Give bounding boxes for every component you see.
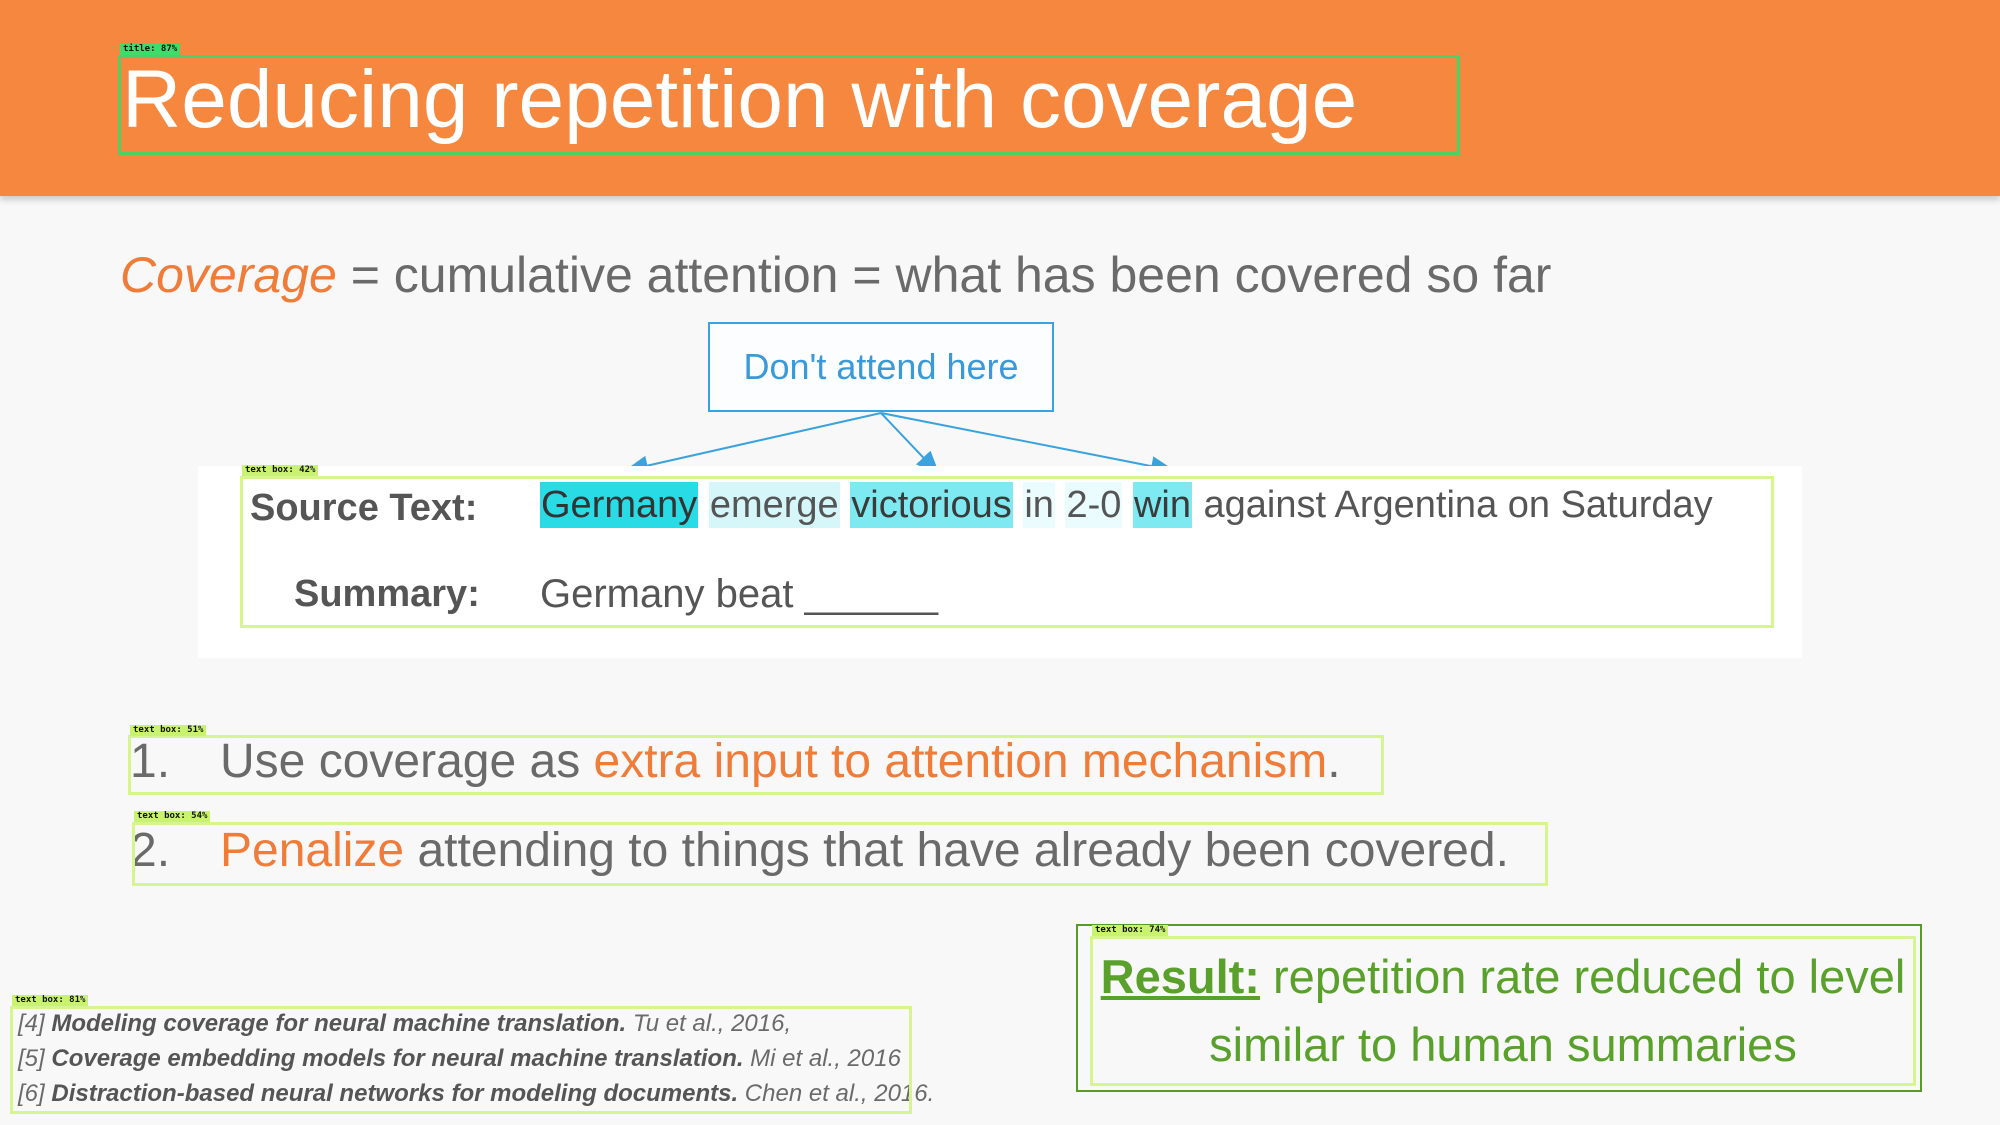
result-outer-box [1076, 924, 1922, 1092]
list-number-1: 1. [130, 735, 171, 788]
slide-title: Reducing repetition with coverage [122, 54, 1358, 145]
list-text-2-highlight: Penalize [220, 824, 405, 877]
coverage-definition-text: = cumulative attention = what has been c… [336, 247, 1552, 303]
source-word-2-0: 2-0 [1065, 482, 1123, 528]
list-item-2: 2. Penalize attending to things that have… [130, 823, 1509, 878]
arrow-to-victorious [880, 412, 940, 475]
source-word-emerge: emerge [708, 482, 840, 528]
detection-box-refs [10, 1006, 912, 1114]
result-label: Result: [1100, 950, 1260, 1003]
summary-text: Germany beat ______ [540, 572, 939, 616]
list-number-2: 2. [130, 824, 171, 877]
references: [4] Modeling coverage for neural machine… [18, 1006, 935, 1111]
reference-4: [4] Modeling coverage for neural machine… [18, 1010, 792, 1037]
detection-tag-result: text box: 74% [1092, 925, 1169, 936]
detection-tag-item-1: text box: 51% [130, 725, 207, 736]
detection-tag-figure: text box: 42% [242, 465, 319, 476]
detection-box-item-2 [132, 822, 1548, 886]
reference-4-title: Modeling coverage for neural machine tra… [51, 1010, 627, 1037]
list-text-1-pre: Use coverage as [220, 735, 594, 788]
arrow-to-win [880, 412, 1175, 476]
list-item-1: 1. Use coverage as extra input to attenti… [130, 734, 1341, 789]
source-word-in: in [1023, 482, 1055, 528]
list-text-1-highlight: extra input to attention mechanism [593, 735, 1328, 788]
coverage-term: Coverage [120, 247, 337, 303]
title-bar [0, 0, 2000, 196]
detection-box-figure [240, 476, 1774, 628]
coverage-definition: Coverage = cumulative attention = what h… [120, 246, 1551, 304]
detection-tag-title: title: 87% [120, 44, 181, 55]
detection-tag-item-2: text box: 54% [134, 811, 211, 822]
reference-5-title: Coverage embedding models for neural mac… [51, 1045, 744, 1072]
reference-5: [5] Coverage embedding models for neural… [18, 1045, 901, 1072]
source-text-label: Source Text: [250, 487, 478, 529]
summary-label: Summary: [294, 573, 480, 615]
source-word-victorious: victorious [850, 482, 1013, 528]
arrow-to-germany [624, 412, 882, 476]
list-text-1-post: . [1327, 735, 1341, 788]
source-text-row: Germany emerge victorious in 2-0 win aga… [540, 482, 1714, 528]
list-text-2-post: attending to things that have already be… [404, 824, 1509, 877]
source-word-rest: against Argentina on Saturday [1203, 484, 1713, 526]
detection-box-item-1 [128, 735, 1384, 795]
source-word-win: win [1132, 482, 1192, 528]
source-word-germany: Germany [540, 482, 699, 528]
detection-tag-refs: text box: 81% [12, 995, 89, 1006]
detection-box-title [118, 55, 1460, 155]
result-box: Result: repetition rate reduced to level… [1090, 936, 1916, 1086]
reference-6: [6] Distraction-based neural networks fo… [18, 1080, 935, 1107]
dont-attend-callout: Don't attend here [708, 322, 1054, 412]
reference-6-title: Distraction-based neural networks for mo… [51, 1080, 739, 1107]
result-text: repetition rate reduced to level similar… [1209, 950, 1906, 1071]
